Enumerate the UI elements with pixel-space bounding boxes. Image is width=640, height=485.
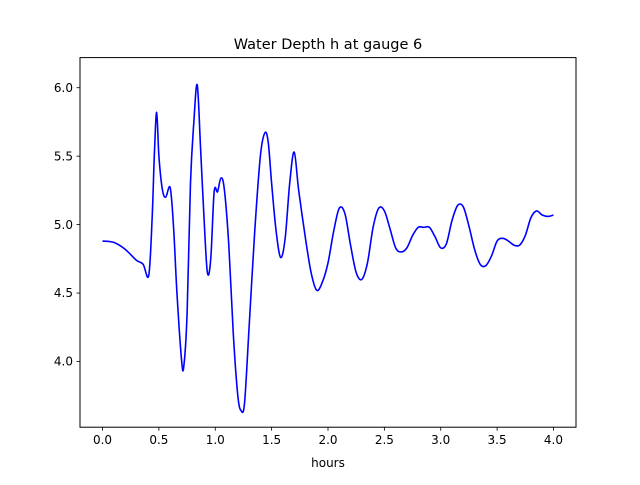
x-axis-label: hours [311,456,345,470]
x-tick-label: 0.5 [149,433,168,447]
series-line-0 [102,83,554,414]
y-tick-label: 4.5 [54,286,73,300]
x-tick-label: 2.0 [318,433,337,447]
x-tick-label: 2.5 [375,433,394,447]
y-axis: 4.0 4.5 5.0 5.5 6.0 [54,81,80,369]
x-tick-label: 3.5 [488,433,507,447]
x-tick-label: 3.0 [431,433,450,447]
y-tick-label: 5.0 [54,218,73,232]
y-tick-label: 5.5 [54,149,73,163]
x-tick-label: 0.0 [93,433,112,447]
x-tick-label: 4.0 [544,433,563,447]
chart-title: Water Depth h at gauge 6 [234,37,422,53]
x-axis: 0.0 0.5 1.0 1.5 2.0 2.5 3.0 3.5 4.0 [93,427,563,447]
plot-layer [102,83,554,414]
y-tick-label: 4.0 [54,355,73,369]
x-tick-label: 1.5 [262,433,281,447]
x-tick-label: 1.0 [206,433,225,447]
y-tick-label: 6.0 [54,81,73,95]
